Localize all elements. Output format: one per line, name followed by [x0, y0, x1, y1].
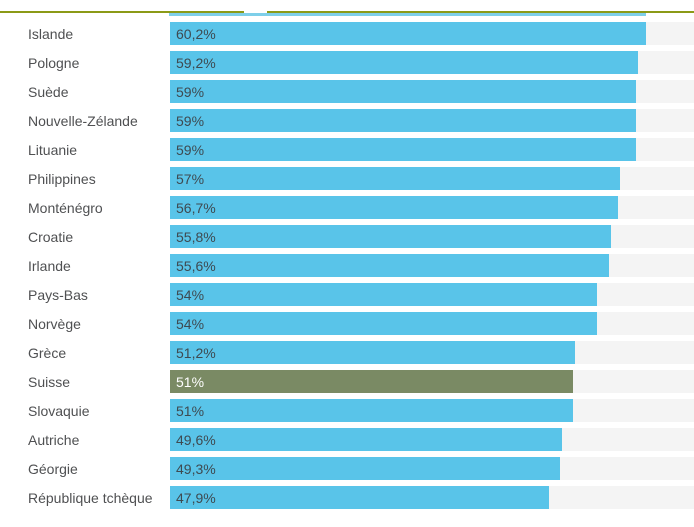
- bar-track: 47,9%: [170, 486, 694, 509]
- chart-row: Géorgie 49,3%: [0, 457, 694, 480]
- chart-row: Irlande 55,6%: [0, 254, 694, 277]
- bar[interactable]: 51%: [170, 399, 574, 422]
- bar-value-label: 55,8%: [176, 228, 216, 245]
- bar-value-label: 51%: [176, 402, 205, 419]
- bar-track: 55,8%: [170, 225, 694, 248]
- bar-track: 54%: [170, 283, 694, 306]
- bar-track: 56,7%: [170, 196, 694, 219]
- bar-value-label: 59%: [176, 83, 205, 100]
- country-label: Pays-Bas: [28, 286, 88, 303]
- country-label: Philippines: [28, 170, 96, 187]
- country-label: Irlande: [28, 257, 71, 274]
- bar[interactable]: 54%: [170, 283, 597, 306]
- chart-row: Slovaquie 51%: [0, 399, 694, 422]
- chart-row: Autriche 49,6%: [0, 428, 694, 451]
- country-label: Nouvelle-Zélande: [28, 112, 138, 129]
- country-label: Slovaquie: [28, 402, 90, 419]
- bar-value-label: 59%: [176, 141, 205, 158]
- bar[interactable]: 59%: [170, 80, 637, 103]
- bar[interactable]: 56,7%: [170, 196, 619, 219]
- chart-row: Grèce 51,2%: [0, 341, 694, 364]
- bar-track: 59%: [170, 80, 694, 103]
- bar[interactable]: 55,8%: [170, 225, 611, 248]
- bar[interactable]: 55,6%: [170, 254, 610, 277]
- country-label: République tchèque: [28, 489, 153, 506]
- top-border-line-left: [0, 11, 244, 13]
- country-label: Géorgie: [28, 460, 78, 477]
- bar-track: 51,2%: [170, 341, 694, 364]
- country-label: Norvège: [28, 315, 81, 332]
- bar-value-label: 51%: [176, 373, 205, 390]
- bar[interactable]: 49,6%: [170, 428, 562, 451]
- bar-track: 59%: [170, 109, 694, 132]
- top-border-line-right: [267, 11, 694, 13]
- chart-row: Norvège 54%: [0, 312, 694, 335]
- chart-row: République tchèque 47,9%: [0, 486, 694, 509]
- bar[interactable]: 54%: [170, 312, 597, 335]
- bar-value-label: 59,2%: [176, 54, 216, 71]
- bar[interactable]: 59%: [170, 138, 637, 161]
- bar-value-label: 47,9%: [176, 489, 216, 506]
- bar-track: 49,3%: [170, 457, 694, 480]
- chart-row: Philippines 57%: [0, 167, 694, 190]
- bar-track: 57%: [170, 167, 694, 190]
- bar-value-label: 59%: [176, 112, 205, 129]
- bar-track: 49,6%: [170, 428, 694, 451]
- bar-track: 51%: [170, 370, 694, 393]
- bar[interactable]: 60,2%: [170, 22, 646, 45]
- country-label: Suède: [28, 83, 69, 100]
- bar-value-label: 49,6%: [176, 431, 216, 448]
- bar-value-label: 51,2%: [176, 344, 216, 361]
- chart-row: Pologne 59,2%: [0, 51, 694, 74]
- country-label: Grèce: [28, 344, 67, 361]
- chart-row: Croatie 55,8%: [0, 225, 694, 248]
- country-label: Autriche: [28, 431, 80, 448]
- chart-row: Nouvelle-Zélande 59%: [0, 109, 694, 132]
- country-label: Croatie: [28, 228, 74, 245]
- country-label: Pologne: [28, 54, 80, 71]
- bar-value-label: 49,3%: [176, 460, 216, 477]
- bar-chart: Islande 60,2% Pologne 59,2% Suède 59% No…: [0, 22, 694, 509]
- bar-track: 59,2%: [170, 51, 694, 74]
- bar-track: 51%: [170, 399, 694, 422]
- bar[interactable]: 47,9%: [170, 486, 549, 509]
- bar-value-label: 56,7%: [176, 199, 216, 216]
- bar[interactable]: 49,3%: [170, 457, 560, 480]
- bar-value-label: 54%: [176, 286, 205, 303]
- bar-track: 60,2%: [170, 22, 694, 45]
- bar-track: 59%: [170, 138, 694, 161]
- bar-track: 55,6%: [170, 254, 694, 277]
- bar[interactable]: 59%: [170, 109, 637, 132]
- chart-row: Pays-Bas 54%: [0, 283, 694, 306]
- top-accent-line: [169, 13, 646, 16]
- country-label: Islande: [28, 25, 74, 42]
- bar[interactable]: 57%: [170, 167, 621, 190]
- bar[interactable]: 51,2%: [170, 341, 575, 364]
- chart-row: Islande 60,2%: [0, 22, 694, 45]
- bar-value-label: 60,2%: [176, 25, 216, 42]
- country-label: Lituanie: [28, 141, 78, 158]
- bar-value-label: 55,6%: [176, 257, 216, 274]
- chart-row: Monténégro 56,7%: [0, 196, 694, 219]
- bar-value-label: 54%: [176, 315, 205, 332]
- bar-value-label: 57%: [176, 170, 205, 187]
- country-label: Suisse: [28, 373, 71, 390]
- bar[interactable]: 59,2%: [170, 51, 638, 74]
- bar[interactable]: 51%: [170, 370, 574, 393]
- chart-row: Lituanie 59%: [0, 138, 694, 161]
- chart-row: Suisse 51%: [0, 370, 694, 393]
- chart-row: Suède 59%: [0, 80, 694, 103]
- bar-track: 54%: [170, 312, 694, 335]
- country-label: Monténégro: [28, 199, 103, 216]
